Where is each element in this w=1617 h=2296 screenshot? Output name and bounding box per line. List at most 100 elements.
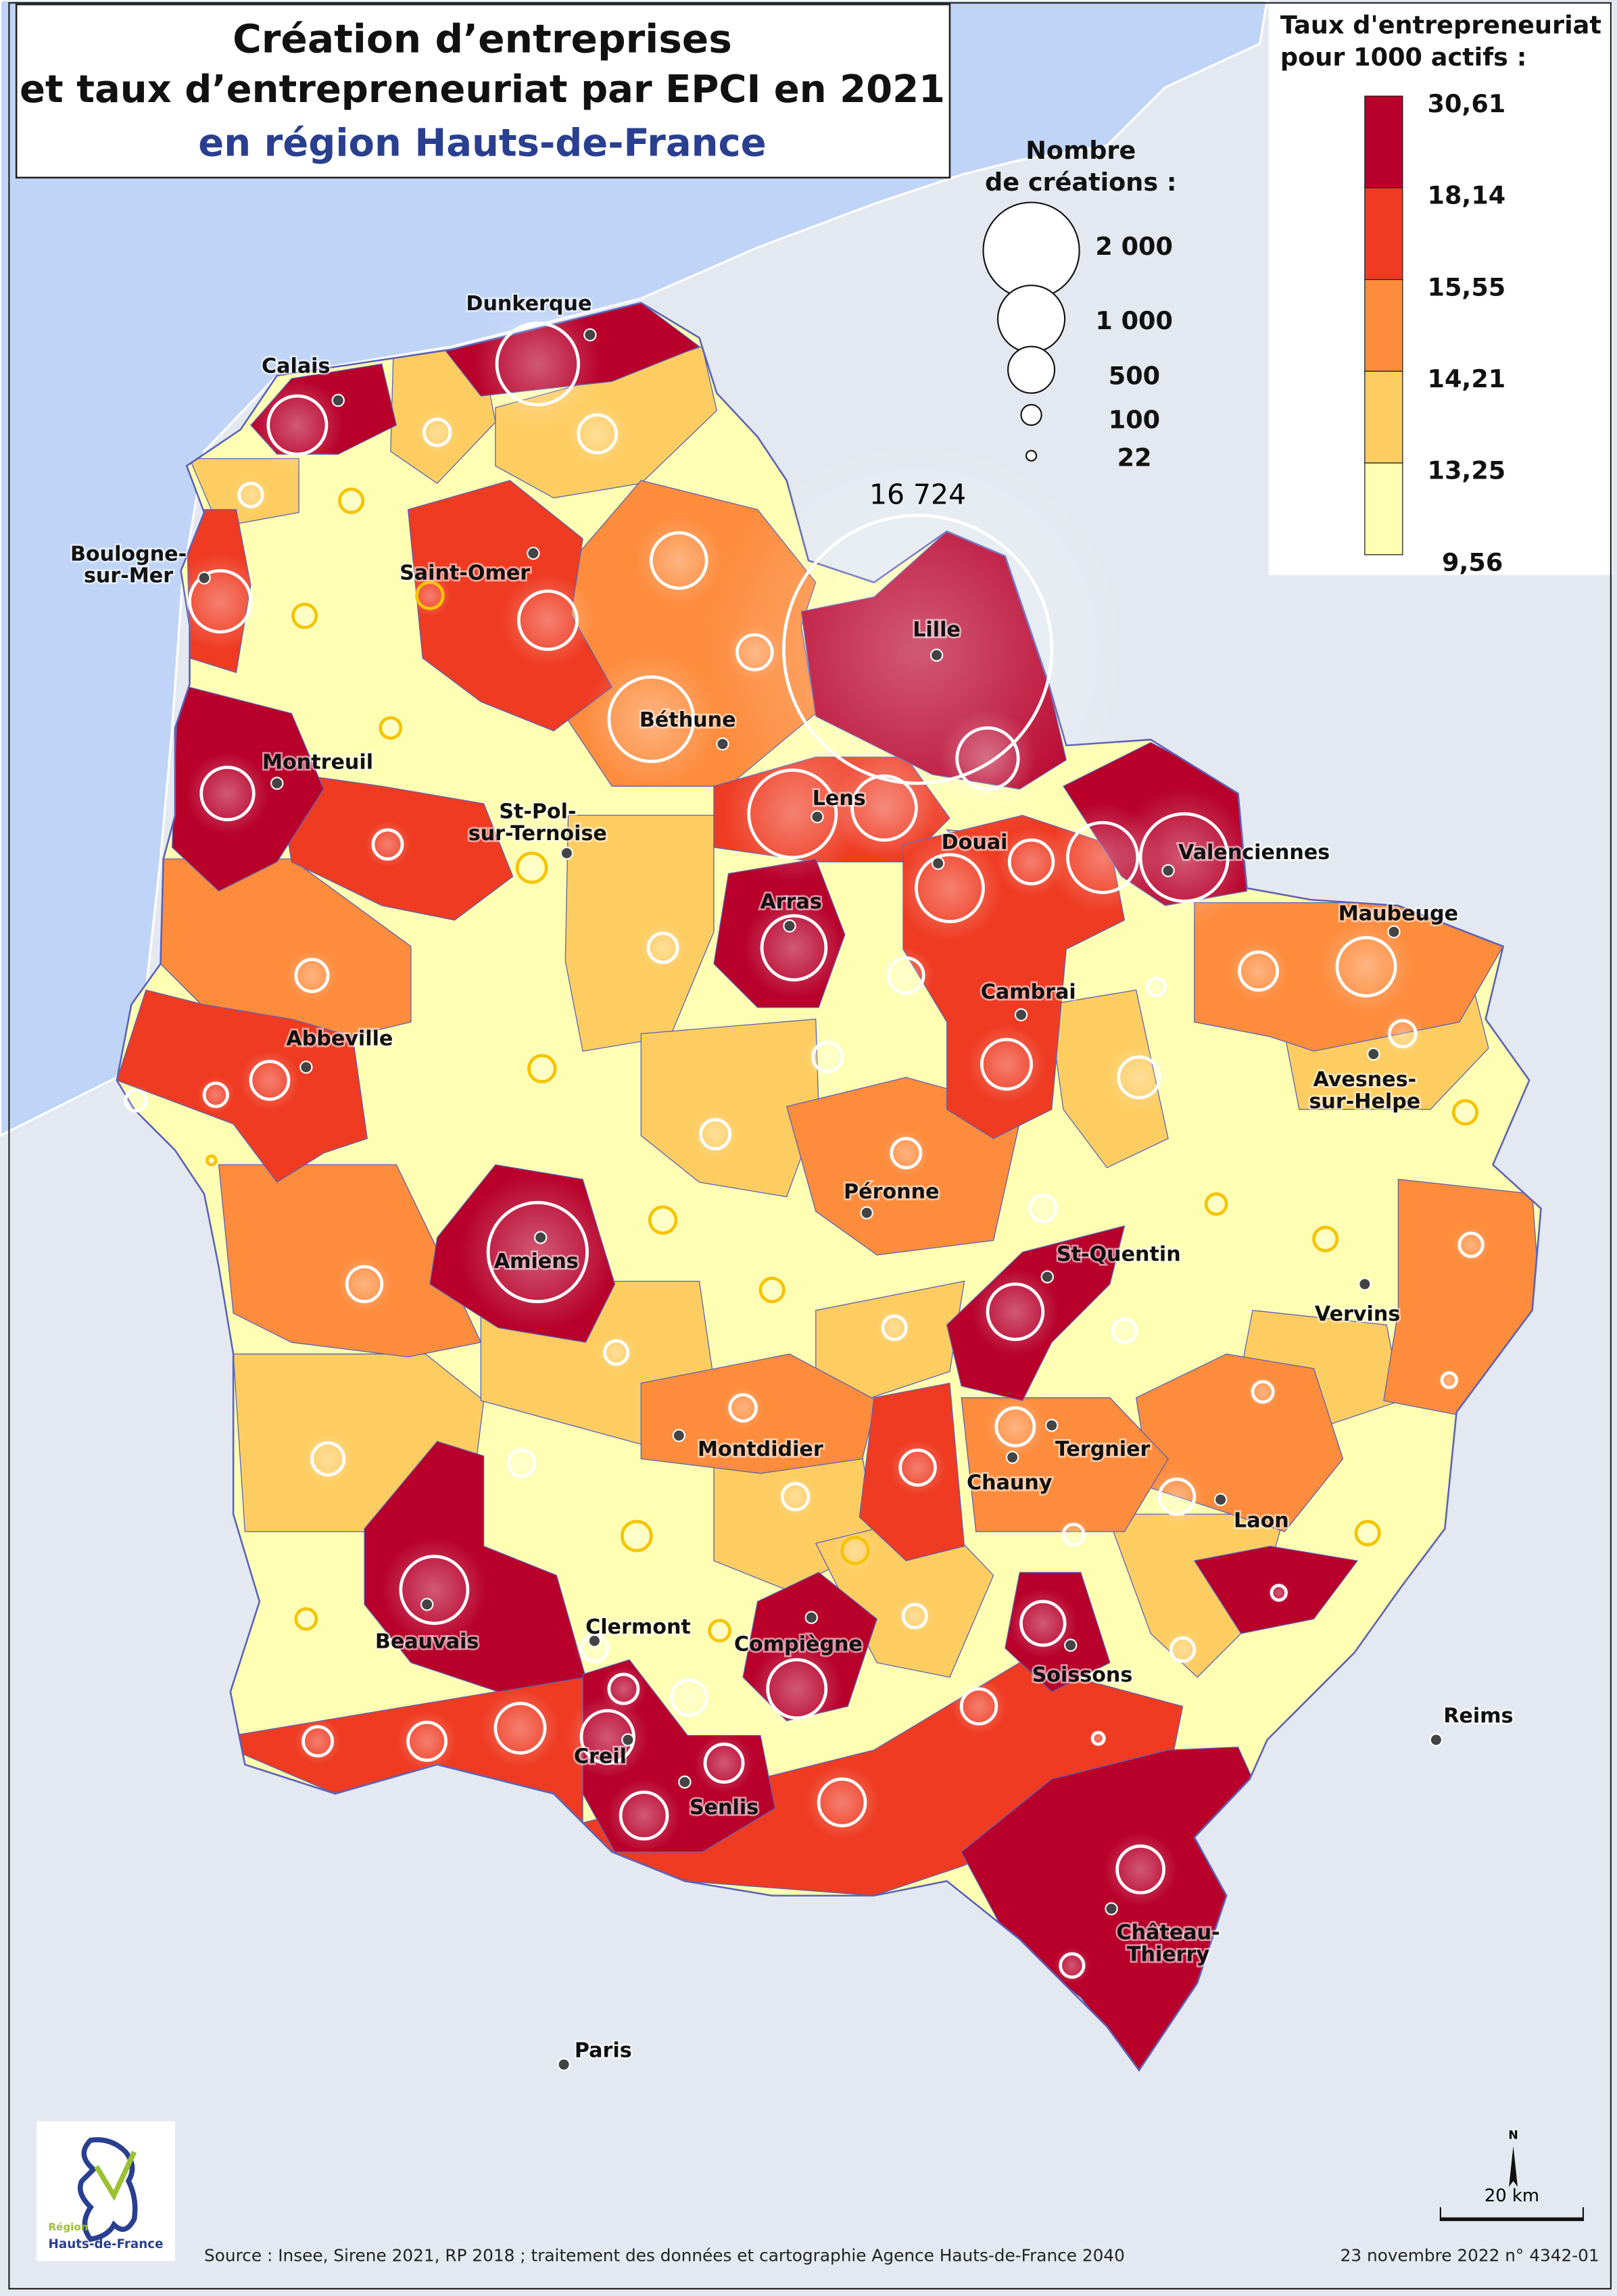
city-lens: Lens — [811, 785, 867, 824]
size-legend-500: 500 — [1109, 362, 1160, 391]
date-reference: 23 novembre 2022 n° 4342-01 — [1341, 2245, 1599, 2265]
creation-circle — [760, 914, 828, 982]
city-labels: Dunkerque Calais Boulogne-sur-Mer Saint-Ome… — [68, 290, 1515, 2072]
city-dot — [1045, 1419, 1059, 1432]
city-vervins: Vervins — [1313, 1277, 1402, 1327]
city-boulogne: Boulogne-sur-Mer — [68, 541, 211, 589]
city-label: Lens — [813, 787, 866, 810]
size-legend-title-1: Nombre — [1025, 136, 1136, 165]
creation-circle — [728, 1393, 758, 1423]
city-senlis: Senlis — [678, 1775, 761, 1822]
city-label-line2: sur-Ternoise — [468, 822, 607, 846]
city-st-pol: St-Pol-sur-Ternoise — [466, 798, 609, 860]
ramp-class — [1364, 95, 1403, 189]
creation-circle — [202, 1081, 229, 1108]
creation-circle — [1090, 1730, 1106, 1746]
north-label: N — [1508, 2128, 1518, 2142]
city-label-line2: sur-Helpe — [1309, 1090, 1420, 1113]
title-line1: Création d’entreprises — [233, 16, 732, 62]
creation-circle — [881, 1314, 908, 1342]
creation-circle — [1312, 1225, 1339, 1252]
ramp-break: 15,55 — [1427, 272, 1505, 301]
epci-area — [640, 1019, 819, 1198]
creation-circle — [1238, 950, 1279, 992]
logo-hdf: Hauts-de-France — [49, 2237, 164, 2251]
region-logo: Région Hauts-de-France — [37, 2121, 175, 2262]
city-compi-gne: Compiègne — [732, 1611, 865, 1658]
creation-circle — [124, 1089, 148, 1113]
city-paris: Paris — [557, 2037, 633, 2072]
creation-circle — [422, 418, 452, 447]
creation-circle — [915, 853, 985, 923]
creation-circle — [840, 1536, 870, 1565]
city-montdidier: Montdidier — [672, 1429, 825, 1463]
city-dot — [1429, 1733, 1443, 1747]
ramp-break: 14,21 — [1427, 364, 1505, 393]
creation-circle — [1061, 1522, 1086, 1546]
city-calais: Calais — [260, 353, 345, 408]
city-soissons: Soissons — [1030, 1638, 1134, 1689]
city-label: Vervins — [1315, 1302, 1400, 1326]
creation-circle — [699, 1118, 732, 1150]
city-label: Boulogne- — [70, 542, 187, 566]
creation-circle — [371, 828, 404, 861]
city-b-thune: Béthune — [637, 706, 738, 751]
city-dot — [1040, 1270, 1054, 1284]
city-label: Tergnier — [1055, 1438, 1151, 1461]
ramp-class — [1364, 370, 1403, 464]
creation-circle — [310, 1441, 346, 1477]
creation-circle — [294, 1607, 318, 1631]
city-dot — [557, 2057, 571, 2072]
city-dot — [860, 1206, 873, 1220]
epci-area — [160, 858, 412, 1037]
creation-circle — [379, 716, 403, 740]
creation-circle — [994, 1406, 1036, 1448]
creation-circles: 16 724 — [119, 299, 1490, 1984]
city-dot — [1387, 925, 1401, 939]
city-label: Paris — [575, 2039, 632, 2063]
city-dot — [560, 846, 574, 860]
city-amiens: Amiens — [492, 1231, 580, 1275]
creation-circle — [898, 1448, 937, 1487]
creation-circle — [1204, 1192, 1228, 1216]
city-avesnes: Avesnes-sur-Helpe — [1307, 1047, 1422, 1115]
city-p-ronne: Péronne — [842, 1178, 941, 1220]
creation-circle — [338, 487, 365, 514]
creation-circle — [345, 1265, 384, 1304]
creation-circle — [266, 394, 329, 456]
creation-circle — [980, 1037, 1033, 1091]
title-line3: en région Hauts-de-France — [198, 121, 766, 165]
city-label: Laon — [1234, 1509, 1289, 1533]
city-dot — [804, 1611, 819, 1624]
city-label-line2: Thierry — [1127, 1943, 1210, 1967]
creation-circle — [649, 531, 708, 590]
creation-circle — [986, 1282, 1045, 1342]
city-label: Chauny — [967, 1471, 1053, 1495]
creation-circle — [955, 726, 1020, 791]
city-dot — [587, 1634, 602, 1648]
ramp-break: 18,14 — [1427, 181, 1505, 210]
city-label: St-Quentin — [1057, 1242, 1181, 1266]
city-dot — [1213, 1493, 1228, 1507]
city-label: Cambrai — [981, 981, 1076, 1004]
city-arras: Arras — [758, 888, 824, 933]
city-label: Douai — [942, 831, 1008, 854]
creation-circle — [205, 1154, 218, 1167]
creation-circle — [670, 1678, 708, 1717]
creation-circle — [188, 569, 253, 634]
creation-circle — [1169, 1636, 1197, 1663]
city-dot — [1367, 1047, 1380, 1061]
city-dot — [672, 1429, 685, 1442]
city-reims: Reims — [1429, 1703, 1515, 1747]
creation-circle — [301, 1725, 334, 1758]
city-dot — [1105, 1902, 1118, 1915]
city-dot — [621, 1733, 635, 1747]
title-line2: et taux d’entrepreneuriat par EPCI en 20… — [20, 68, 945, 112]
city-label: Maubeuge — [1338, 902, 1458, 925]
source-text: Source : Insee, Sirene 2021, RP 2018 ; t… — [204, 2245, 1125, 2265]
creation-circle — [708, 1619, 732, 1643]
creation-circle — [495, 321, 581, 407]
city-label: Abbeville — [286, 1027, 393, 1051]
city-dot — [678, 1775, 692, 1789]
